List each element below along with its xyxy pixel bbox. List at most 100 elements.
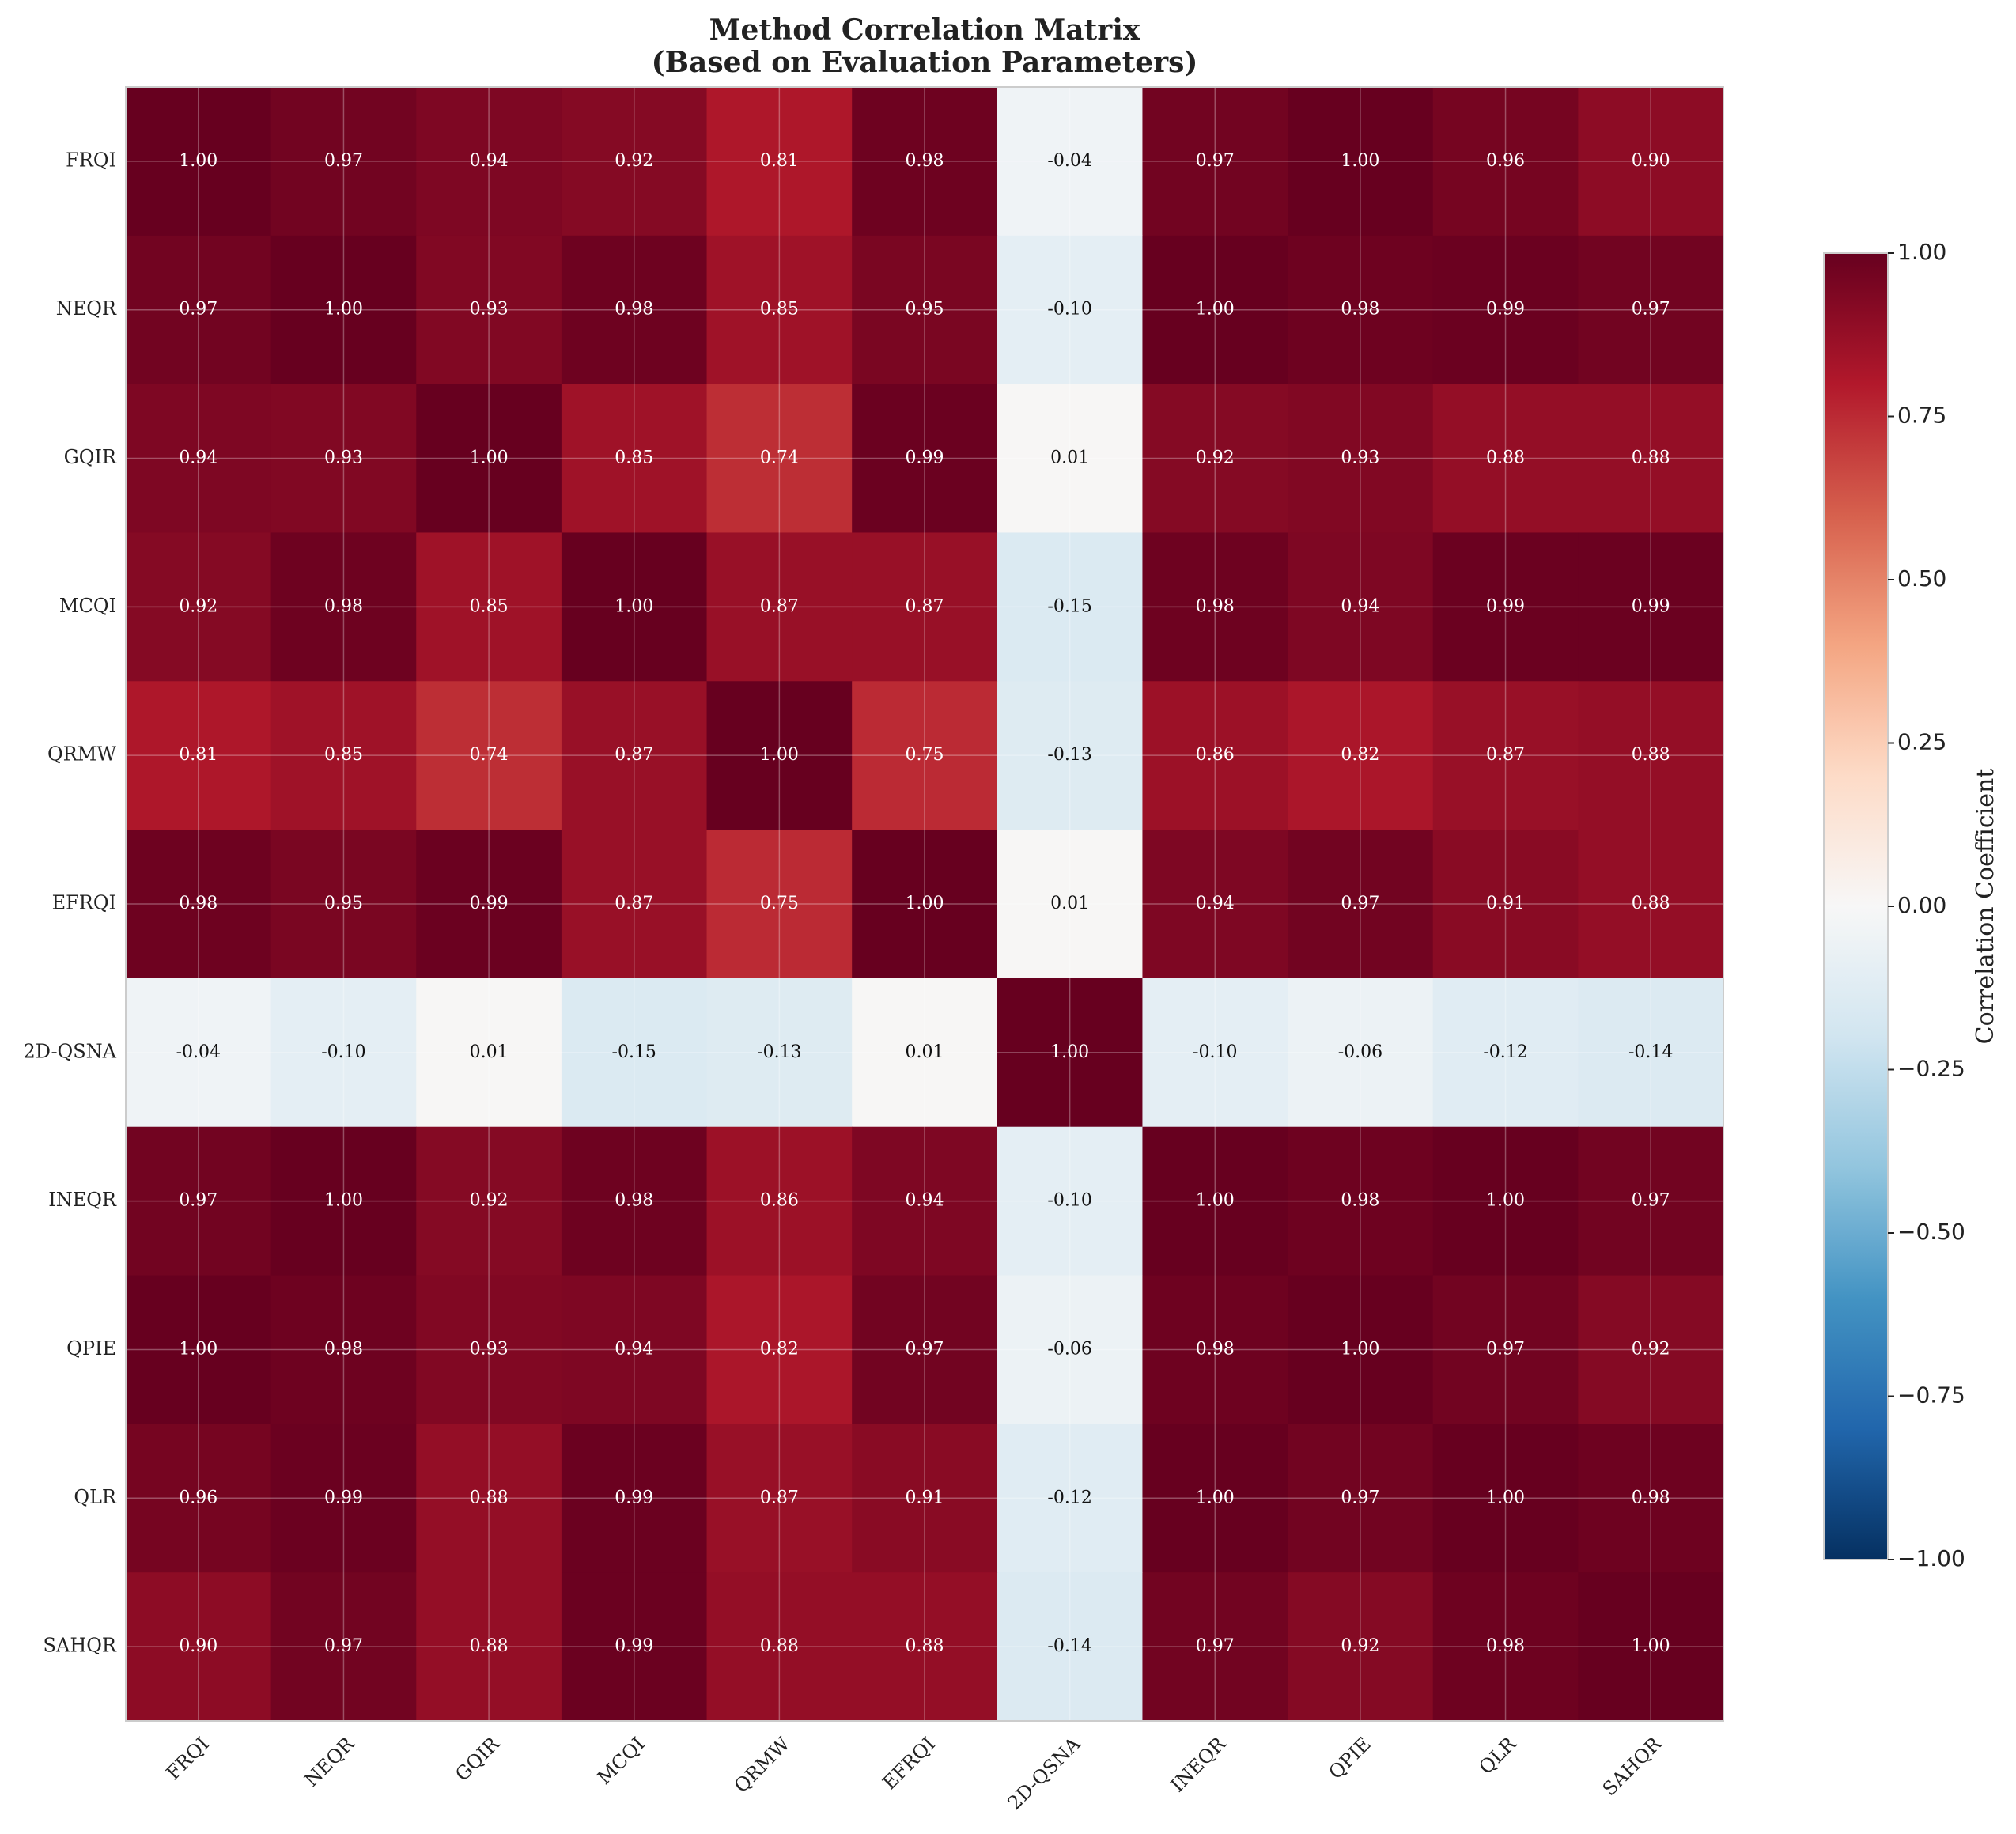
heatmap-cell [1432, 235, 1579, 385]
cell-label: 0.97 [324, 151, 363, 171]
heatmap-cell [416, 532, 562, 682]
heatmap-cell [126, 384, 272, 533]
cell-label: 0.86 [1196, 745, 1235, 765]
cell-label: 0.97 [1341, 1488, 1379, 1507]
colorbar-tick-label: 0.75 [1897, 403, 1946, 429]
heatmap-cell [852, 1126, 998, 1276]
y-tick-label: MCQI [59, 595, 116, 617]
cell-label: 0.94 [1341, 596, 1379, 616]
heatmap-cell [1288, 681, 1434, 830]
cell-label: 0.85 [470, 596, 509, 616]
heatmap-cell [852, 978, 998, 1128]
cell-label: 0.85 [615, 448, 653, 468]
heatmap-cell [1578, 87, 1724, 236]
cell-label: 1.00 [1341, 151, 1379, 171]
cell-label: 0.90 [179, 1636, 217, 1656]
cell-label: 0.74 [470, 745, 509, 765]
y-tick-label: GQIR [64, 446, 117, 468]
cell-label: -0.10 [1047, 1191, 1091, 1211]
x-tick-label: NEQR [301, 1732, 359, 1791]
heatmap-cell [1142, 87, 1288, 236]
heatmap-cell [561, 681, 708, 830]
heatmap-cell [1432, 1275, 1579, 1424]
cell-label: 0.88 [760, 1636, 799, 1656]
cell-label: 0.94 [470, 151, 509, 171]
cell-label: 0.86 [760, 1191, 799, 1211]
heatmap-cell [1288, 1275, 1434, 1424]
heatmap-cell [416, 681, 562, 830]
heatmap-cell [1142, 1275, 1288, 1424]
cell-label: 0.93 [470, 1339, 509, 1359]
cell-label: 0.99 [324, 1488, 363, 1507]
heatmap-cell [1578, 978, 1724, 1128]
x-tick-label: FRQI [162, 1733, 214, 1784]
x-tick-label: QPIE [1325, 1733, 1375, 1783]
heatmap-cell [1432, 978, 1579, 1128]
heatmap-cell [706, 978, 853, 1128]
cell-label: 0.88 [906, 1636, 944, 1656]
cell-label: 0.75 [760, 894, 799, 913]
cell-label: 0.94 [906, 1191, 944, 1211]
heatmap-cell [706, 1275, 853, 1424]
cell-label: 0.93 [470, 300, 509, 320]
heatmap-cell [270, 1572, 417, 1722]
cell-label: 1.00 [179, 1339, 217, 1359]
cell-label: 0.97 [1196, 151, 1235, 171]
heatmap-cell [1432, 830, 1579, 979]
cell-label: 0.88 [1486, 448, 1525, 468]
y-tick-label: QRMW [47, 743, 116, 766]
cell-label: 1.00 [906, 894, 944, 913]
colorbar-tick-label: 0.00 [1897, 892, 1946, 918]
heatmap-cell [270, 1126, 417, 1276]
cell-label: 1.00 [615, 596, 653, 616]
cell-label: -0.06 [1047, 1339, 1091, 1359]
heatmap-cell [126, 1424, 272, 1573]
heatmap-cell [1142, 384, 1288, 533]
heatmap-cell [270, 830, 417, 979]
cell-label: 0.90 [1632, 151, 1670, 171]
heatmap-cell [1288, 830, 1434, 979]
heatmap-cell [126, 978, 272, 1128]
cell-label: 0.98 [906, 151, 944, 171]
cell-label: 0.81 [179, 745, 217, 765]
heatmap-cell [561, 235, 708, 385]
heatmap-cell [270, 1424, 417, 1573]
heatmap-cell [1288, 1424, 1434, 1573]
cell-label: -0.10 [321, 1042, 365, 1062]
cell-label: 0.97 [1341, 894, 1379, 913]
y-tick-label: 2D-QSNA [23, 1040, 116, 1062]
cell-label: 0.94 [615, 1339, 653, 1359]
heatmap-cell [997, 1424, 1143, 1573]
heatmap-cell [706, 87, 853, 236]
heatmap-cell [997, 87, 1143, 236]
cell-label: 0.99 [470, 894, 509, 913]
heatmap-cell [706, 1126, 853, 1276]
cell-label: 0.99 [615, 1636, 653, 1656]
heatmap-cell [561, 1424, 708, 1573]
heatmap-cell [1432, 384, 1579, 533]
chart-title: Method Correlation Matrix [709, 13, 1140, 47]
plot-frame [125, 86, 1724, 1722]
cell-label: 0.98 [1196, 596, 1235, 616]
heatmap-cell [706, 235, 853, 385]
chart-subtitle: (Based on Evaluation Parameters) [652, 46, 1198, 79]
cell-label: 0.95 [324, 894, 363, 913]
cell-label: 1.00 [1486, 1488, 1525, 1507]
cell-label: 0.99 [1486, 300, 1525, 320]
heatmap-cell [1432, 681, 1579, 830]
colorbar [1823, 252, 1889, 1560]
cell-label: 0.75 [906, 745, 944, 765]
y-tick-label: QLR [74, 1486, 117, 1508]
heatmap-cell [1142, 978, 1288, 1128]
heatmap-cell [1578, 1275, 1724, 1424]
heatmap-cell [1288, 978, 1434, 1128]
heatmap-cell [1432, 1572, 1579, 1722]
cell-label: 0.99 [1632, 596, 1670, 616]
colorbar-label: Correlation Coefficient [1972, 769, 1999, 1045]
heatmap-cell [126, 681, 272, 830]
cell-label: 1.00 [1050, 1042, 1089, 1062]
cell-label: 0.82 [760, 1339, 799, 1359]
cell-label: 0.01 [1050, 448, 1089, 468]
cell-label: 0.98 [324, 596, 363, 616]
